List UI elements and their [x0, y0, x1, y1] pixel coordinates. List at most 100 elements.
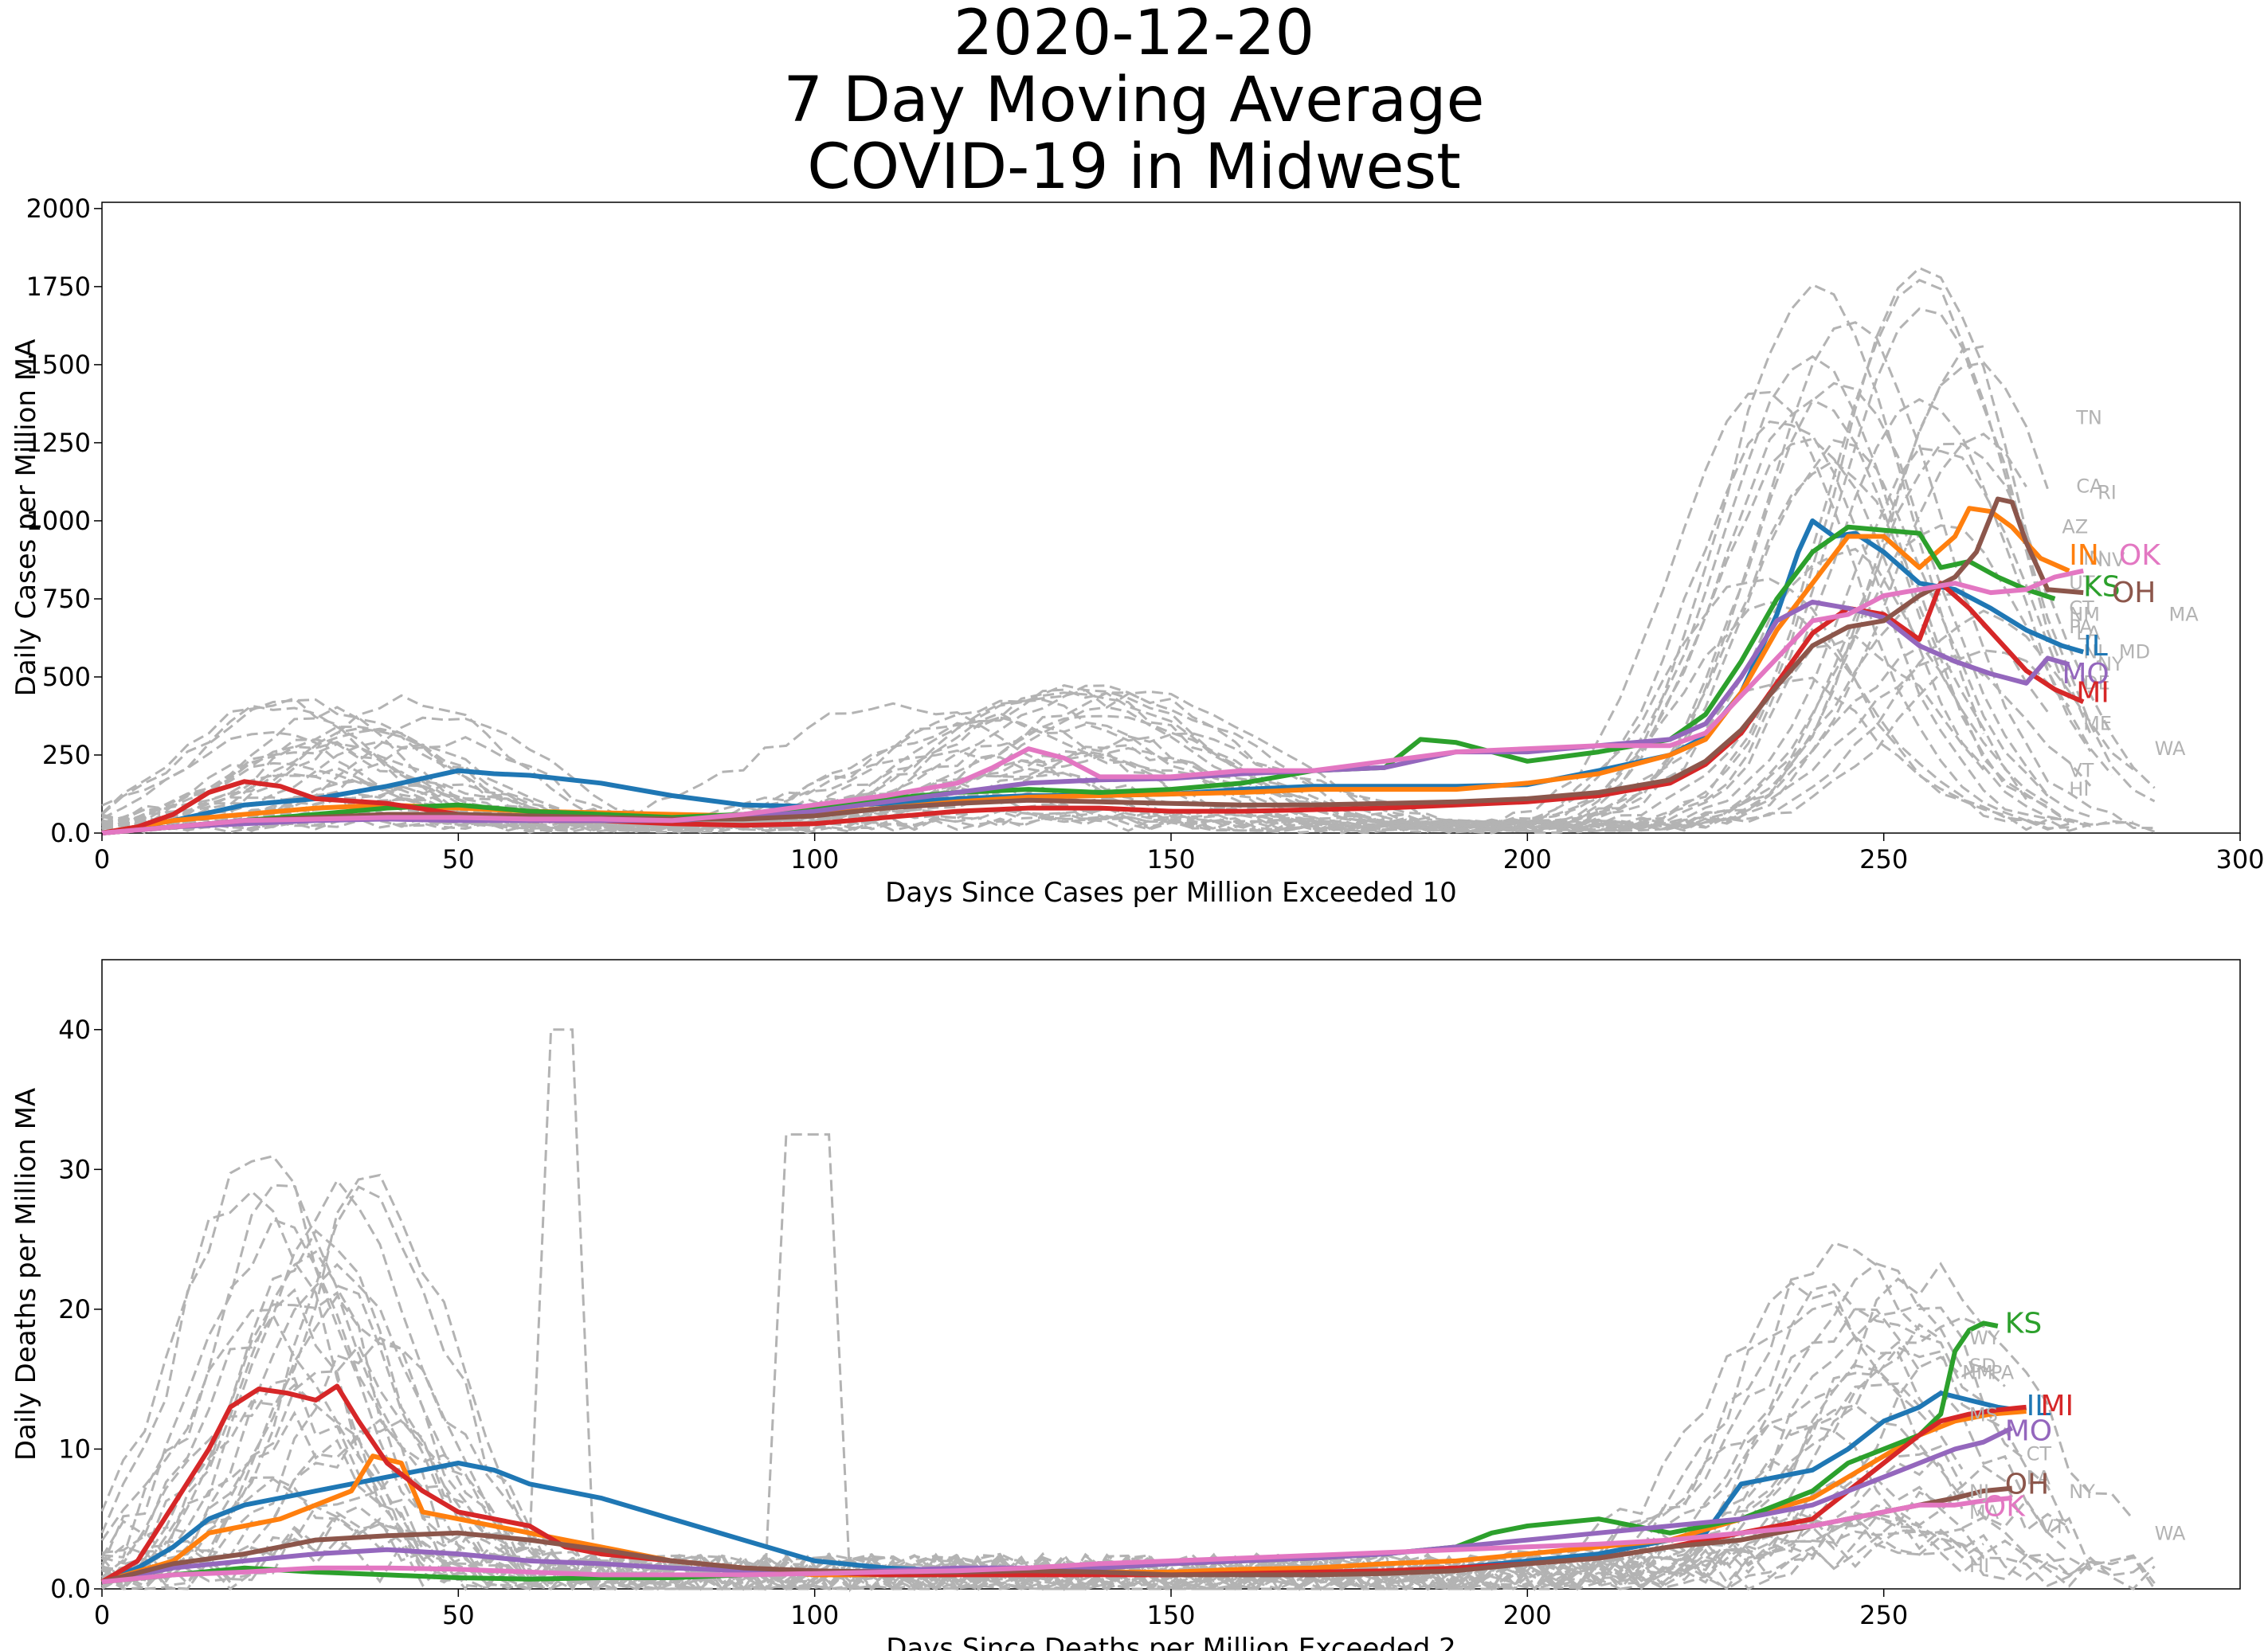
gray-state-line [101, 420, 2091, 831]
series-line-MI [100, 1383, 2027, 1584]
gray-state-line [101, 307, 2156, 834]
gray-state-label: LA [2076, 622, 2101, 644]
gray-state-line [101, 1403, 1964, 1591]
gray-state-label: MD [2119, 640, 2150, 663]
gray-state-label: CT [2027, 1442, 2052, 1465]
gray-state-label: ME [2083, 713, 2112, 735]
x-axis-label: Days Since Deaths per Million Exceeded 2 [886, 1633, 1456, 1651]
series-label-OK: OK [2119, 539, 2161, 572]
x-tick-label: 250 [1859, 844, 1908, 874]
series-line-OK [101, 568, 2084, 835]
gray-state-line [100, 1313, 1920, 1591]
gray-state-label: PA [2069, 616, 2093, 638]
gray-state-label: NY [2098, 653, 2124, 675]
gray-state-label: MS [1969, 1403, 1998, 1426]
gray-state-label: CA [2076, 475, 2103, 498]
gray-state-label: NM [2069, 603, 2100, 625]
series-line-IL [101, 518, 2085, 835]
series-label-MI: MI [2040, 1390, 2074, 1422]
gray-state-line [101, 283, 1985, 833]
series-label-MO: MO [2062, 658, 2109, 691]
series-line-OH [101, 496, 2084, 835]
x-tick-label: 100 [790, 1600, 839, 1630]
y-tick-label: 0.0 [50, 818, 91, 848]
y-tick-label: 1250 [26, 428, 91, 458]
gray-state-line [101, 278, 2092, 832]
series-label-KS: KS [2083, 570, 2120, 603]
gray-state-label: UT [2069, 572, 2095, 594]
series-label-KS: KS [2005, 1307, 2042, 1340]
x-tick-label: 0 [94, 1600, 110, 1630]
y-axis-label: Daily Deaths per Million MA [10, 1088, 42, 1461]
x-tick-label: 50 [442, 844, 475, 874]
y-axis-label: Daily Cases per Million MA [10, 339, 42, 697]
gray-state-label: DE [2083, 672, 2110, 694]
y-tick-label: 1000 [26, 506, 91, 536]
y-tick-label: 20 [58, 1294, 91, 1324]
x-tick-label: 150 [1146, 1600, 1195, 1630]
title-line-region: COVID-19 in Midwest [807, 131, 1461, 203]
gray-state-label: CT [2069, 597, 2094, 620]
gray-state-line [101, 447, 2070, 832]
series-label-OK: OK [1984, 1490, 2026, 1523]
series-line-MI [101, 581, 2085, 835]
gray-state-label: WA [2155, 737, 2186, 760]
gray-state-label: SD [1969, 1355, 1996, 1377]
gray-state-label: NJ [1969, 1481, 1989, 1503]
gray-state-label: NV [2098, 549, 2125, 571]
gray-state-line [101, 266, 2049, 833]
gray-state-line [101, 1293, 2070, 1591]
gray-state-line [101, 547, 2027, 835]
y-tick-label: 750 [42, 584, 91, 614]
gray-state-line [101, 437, 2156, 833]
gray-state-label: WA [2155, 1523, 2186, 1545]
figure-title: 2020-12-20 7 Day Moving Average COVID-19… [0, 0, 2268, 201]
y-tick-label: 30 [58, 1154, 91, 1184]
gray-state-label: VT [2040, 1516, 2065, 1538]
series-label-IL: IL [2083, 630, 2108, 663]
series-label-IN: IN [2069, 539, 2099, 572]
y-tick-label: 1750 [26, 272, 91, 302]
gray-state-label: NY [2069, 1481, 2095, 1503]
gray-state-line [101, 1028, 1984, 1591]
gray-state-label: TN [2075, 406, 2102, 428]
gray-state-line [101, 381, 2091, 835]
gray-state-label: NJ [2083, 640, 2103, 663]
gray-state-line [101, 1218, 1921, 1591]
y-tick-label: 250 [42, 740, 91, 770]
gray-state-label: VT [2069, 759, 2094, 781]
x-tick-label: 300 [2215, 844, 2264, 874]
gray-state-line [101, 1290, 2070, 1591]
x-tick-label: 200 [1503, 844, 1552, 874]
x-tick-label: 100 [790, 844, 839, 874]
y-tick-label: 10 [58, 1434, 91, 1464]
gray-state-line [100, 1178, 1921, 1591]
series-label-OH: OH [2112, 577, 2156, 609]
x-tick-label: 50 [442, 1600, 475, 1630]
gray-state-label: RI [2098, 481, 2117, 503]
y-tick-label: 40 [58, 1015, 91, 1045]
y-tick-label: 0.0 [50, 1574, 91, 1604]
gray-state-label: AZ [2062, 516, 2088, 538]
series-line-MO [101, 1426, 2014, 1585]
series-label-MO: MO [2005, 1415, 2052, 1448]
gray-state-line [101, 649, 2070, 832]
gray-state-label: PA [1991, 1362, 2015, 1384]
series-line-OK [101, 1495, 2012, 1585]
gray-state-label: IN [2083, 547, 2103, 569]
gray-state-label: HI [2069, 778, 2089, 800]
x-axis-label: Days Since Cases per Million Exceeded 10 [885, 877, 1457, 909]
x-tick-label: 150 [1146, 844, 1195, 874]
series-label-MI: MI [2076, 677, 2109, 710]
gray-state-line [101, 577, 2133, 834]
x-tick-label: 200 [1503, 1600, 1552, 1630]
series-label-IL: IL [2027, 1390, 2051, 1422]
gray-state-line [101, 397, 2092, 833]
gray-state-line [100, 1183, 1942, 1591]
title-line-date: 2020-12-20 [953, 0, 1315, 69]
gray-state-label: NM [1962, 1362, 1993, 1384]
gray-state-label: LA [2027, 1466, 2051, 1489]
